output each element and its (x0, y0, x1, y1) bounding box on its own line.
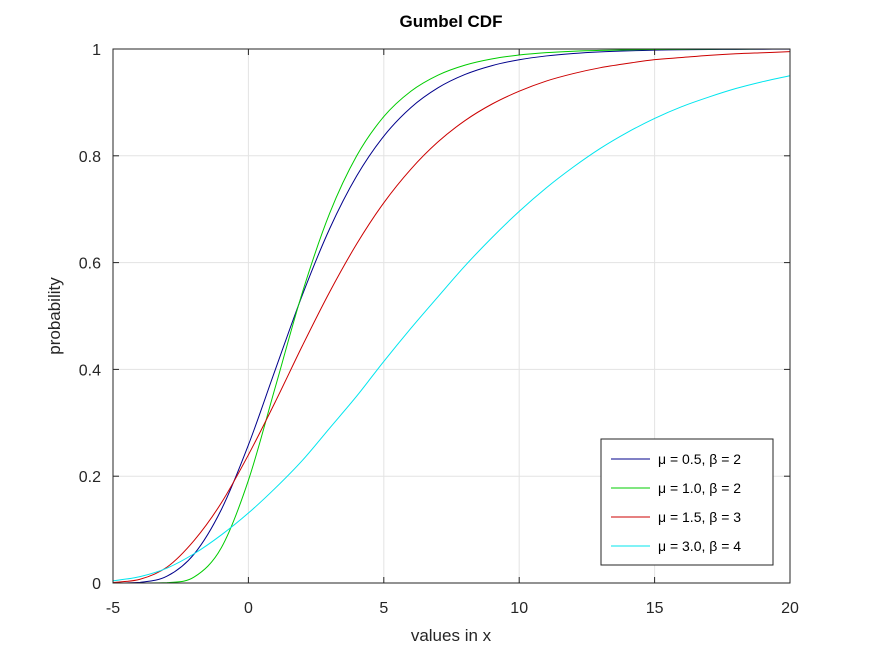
y-tick-label: 0.2 (79, 469, 101, 486)
series-layer (112, 48, 791, 584)
y-tick-label: 1 (92, 42, 101, 59)
x-tick-label: 20 (781, 600, 799, 617)
y-tick-label: 0 (92, 576, 101, 593)
legend-box (600, 438, 774, 566)
x-tick-label: 5 (379, 600, 388, 617)
plot-frame (112, 48, 791, 584)
x-axis-label: values in x (411, 626, 492, 645)
series-line-3 (112, 51, 791, 583)
y-tick-label: 0.6 (79, 256, 101, 273)
x-tick-label: -5 (106, 600, 120, 617)
y-tick-label: 0.8 (79, 149, 101, 166)
x-tick-label: 15 (646, 600, 664, 617)
y-ticks: 0 0.2 0.4 0.6 0.8 1 (79, 42, 790, 593)
x-ticks: -5 0 5 10 15 20 (106, 49, 799, 617)
x-tick-label: 0 (244, 600, 253, 617)
legend: μ = 0.5, β = 2 μ = 1.0, β = 2 μ = 1.5, β =… (600, 438, 774, 566)
x-tick-label: 10 (510, 600, 528, 617)
legend-entry-label: μ = 1.5, β = 3 (658, 509, 741, 525)
series-line-4 (112, 75, 791, 582)
legend-entry-label: μ = 3.0, β = 4 (658, 538, 741, 554)
y-axis-label: probability (45, 277, 64, 355)
legend-entry-label: μ = 1.0, β = 2 (658, 480, 741, 496)
legend-entry-label: μ = 0.5, β = 2 (658, 451, 741, 467)
y-tick-label: 0.4 (79, 362, 101, 379)
chart-title: Gumbel CDF (400, 12, 503, 31)
